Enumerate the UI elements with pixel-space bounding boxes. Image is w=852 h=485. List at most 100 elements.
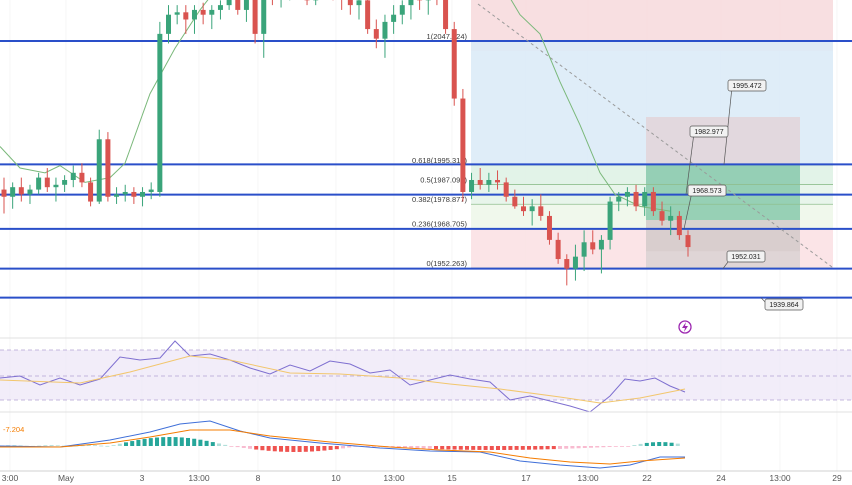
candle-body [607,201,613,240]
macd-histogram-bar [570,446,575,449]
macd-histogram-bar [124,442,128,446]
macd-histogram-bar [347,446,352,448]
macd-histogram-bar [37,445,42,447]
macd-histogram-bar [266,446,271,451]
callout-label: 1995.472 [732,83,761,90]
candle-body [252,0,258,34]
macd-histogram-bar [241,446,246,448]
macd-histogram-bar [235,446,240,448]
candle-body [140,191,146,197]
candle-body [399,5,405,15]
fib-label: 0.618(1995.319) [412,156,468,165]
time-tick-label: 13:00 [577,473,599,483]
candle-body [391,14,397,22]
macd-histogram-bar [458,446,463,450]
callout-pointer [723,86,733,165]
macd-histogram-bar [483,446,488,450]
candle-body [520,206,526,212]
macd-histogram-bar [142,438,147,446]
macd-histogram-bar [440,446,445,450]
candle-body [555,239,561,260]
candle-body [685,235,691,248]
candle-body [486,179,492,185]
macd-histogram-bar [192,438,197,446]
macd-histogram-bar [186,437,190,446]
macd-histogram-bar [452,446,457,450]
macd-histogram-bar [310,446,314,452]
macd-histogram-bar [6,445,11,446]
callout-pointer [683,191,693,230]
macd-histogram-bar [471,446,476,450]
macd-histogram-bar [421,446,426,449]
fib-label: 1(2047.024) [427,32,468,41]
candle-body [157,33,163,192]
time-tick-label: 13:00 [769,473,791,483]
macd-histogram-bar [155,437,159,446]
candle-body [382,21,388,39]
candle-body [659,211,665,221]
macd-signal-line [0,429,686,465]
candle-body [88,182,94,202]
candle-body [235,0,241,10]
macd-value-label: -7.204 [3,425,24,434]
macd-histogram-bar [613,446,618,447]
candle-body [243,0,249,10]
macd-histogram-bar [620,446,624,447]
candle-body [18,187,24,195]
macd-histogram-bar [291,446,296,452]
candle-body [650,191,656,212]
macd-histogram-bar [254,446,259,450]
macd-histogram-bar [223,444,228,446]
macd-histogram-bar [657,442,662,446]
candle-body [503,182,509,197]
candle-body [564,259,570,269]
macd-histogram-bar [427,446,432,449]
callout-pointer [685,132,695,195]
macd-histogram-bar [198,439,203,446]
macd-histogram-bar [508,446,513,450]
candle-body [217,5,223,10]
callout-box [726,250,766,263]
macd-histogram-bar [49,445,54,446]
macd-histogram-bar [607,446,612,447]
candle-body [676,215,682,236]
candle-body [62,179,68,185]
macd-histogram-bar [626,446,631,447]
macd-histogram-bar [173,437,178,446]
candle-body [226,0,232,6]
macd-histogram-bar [564,446,569,449]
candle-body [469,179,475,192]
candle-body [356,0,362,6]
macd-histogram-bar [12,445,17,446]
candle-body [96,139,102,202]
macd-histogram-bar [111,445,116,446]
candle-body [451,29,457,99]
candle-body [347,0,353,6]
macd-histogram-bar [248,446,252,449]
candle-body [131,191,137,197]
candle-body [70,172,76,180]
macd-histogram-bar [632,445,637,446]
macd-line [0,420,685,469]
macd-histogram-bar [130,441,135,446]
candle-body [408,0,414,6]
macd-histogram-bar [520,446,525,450]
candle-body [53,184,59,188]
macd-histogram-bar [86,445,91,446]
macd-histogram-bar [446,446,451,450]
candle-body [122,191,128,195]
macd-histogram-bar [322,446,327,451]
macd-histogram-bar [148,438,153,446]
macd-histogram-bar [229,446,234,447]
callout-label: 1982.977 [694,129,723,136]
candle-body [495,179,501,183]
macd-histogram-bar [434,446,438,450]
macd-histogram-bar [272,446,277,452]
candle-body [1,189,7,197]
candle-body [529,206,535,212]
macd-histogram-bar [167,437,172,446]
candle-body [443,0,449,30]
candle-body [114,194,120,197]
time-tick-label: May [58,473,75,483]
